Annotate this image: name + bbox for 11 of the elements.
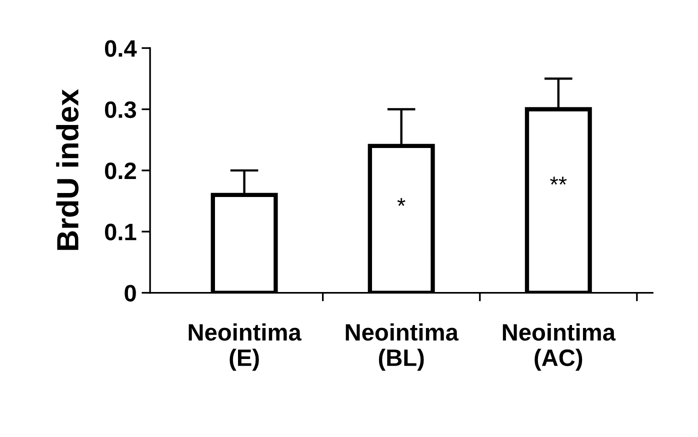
y-axis-title: BrdU index <box>56 89 79 250</box>
y-tick-label: 0.4 <box>104 40 137 57</box>
y-tick-label: 0.3 <box>104 101 136 118</box>
y-tick-label: 0.1 <box>104 224 136 240</box>
x-tick-label: Neointima (BL) <box>346 323 459 371</box>
y-tick-label: 0 <box>124 284 136 302</box>
annotation: ** <box>550 176 567 185</box>
x-tick-label: Neointima (AC) <box>502 323 616 371</box>
annotation: * <box>397 198 406 206</box>
y-tick-label: 0.2 <box>104 162 136 180</box>
x-tick-label: Neointima (E) <box>188 323 302 371</box>
